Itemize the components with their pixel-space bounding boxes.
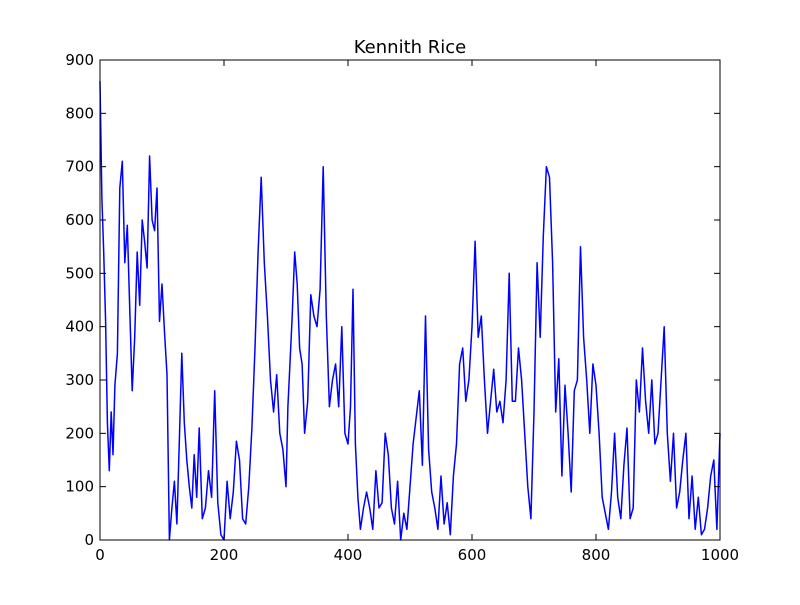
axes-layer: 0 200 400 600 800 1000 0 100 200 300 400 500 600 700 8…: [65, 51, 739, 564]
series-line: [99, 81, 721, 541]
x-tick-label: 0: [95, 546, 105, 564]
chart-title: Kennith Rice: [354, 37, 466, 58]
x-tick-label: 600: [458, 546, 487, 564]
y-tick-label: 500: [65, 264, 94, 282]
x-tick-label: 400: [334, 546, 363, 564]
y-tick-label: 800: [65, 104, 94, 122]
x-tick-label: 200: [210, 546, 239, 564]
x-tick-label: 1000: [701, 546, 739, 564]
series-layer: [99, 81, 721, 541]
y-tick-label: 200: [65, 424, 94, 442]
y-tick-label: 700: [65, 158, 94, 176]
y-tick-label: 400: [65, 318, 94, 336]
y-tick-label: 300: [65, 371, 94, 389]
y-tick-label: 600: [65, 211, 94, 229]
x-tick-label: 800: [582, 546, 611, 564]
y-tick-label: 0: [84, 531, 94, 549]
y-tick-label: 100: [65, 478, 94, 496]
plot-frame: [99, 59, 721, 541]
y-tick-label: 900: [65, 51, 94, 69]
